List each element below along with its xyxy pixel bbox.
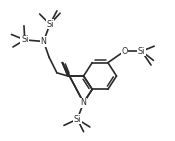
Text: N: N bbox=[81, 98, 86, 107]
Text: Si: Si bbox=[21, 35, 29, 44]
Text: Si: Si bbox=[46, 20, 54, 29]
Text: Si: Si bbox=[138, 47, 145, 56]
Text: N: N bbox=[41, 37, 47, 46]
Text: O: O bbox=[121, 47, 128, 56]
Text: Si: Si bbox=[74, 115, 81, 124]
